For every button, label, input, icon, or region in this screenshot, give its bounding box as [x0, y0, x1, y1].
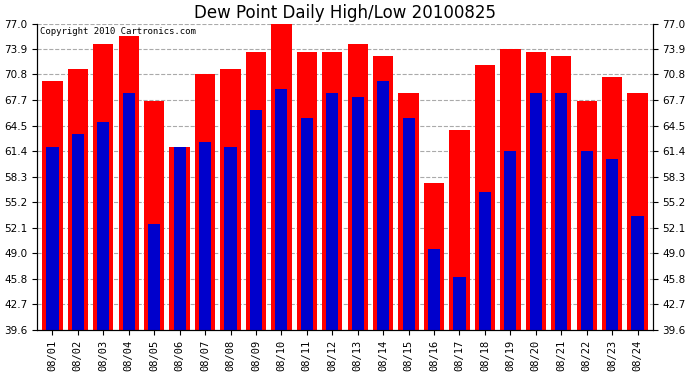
Bar: [402, 118, 415, 330]
Bar: [246, 53, 266, 330]
Bar: [68, 69, 88, 330]
Bar: [577, 102, 597, 330]
Bar: [42, 81, 63, 330]
Bar: [348, 44, 368, 330]
Bar: [627, 93, 648, 330]
Bar: [148, 224, 160, 330]
Bar: [119, 36, 139, 330]
Bar: [250, 110, 262, 330]
Bar: [144, 102, 164, 330]
Bar: [428, 249, 440, 330]
Bar: [398, 93, 419, 330]
Bar: [195, 75, 215, 330]
Bar: [173, 147, 186, 330]
Bar: [97, 122, 110, 330]
Bar: [72, 134, 84, 330]
Bar: [301, 118, 313, 330]
Bar: [326, 93, 338, 330]
Bar: [220, 69, 241, 330]
Bar: [373, 57, 393, 330]
Bar: [46, 147, 59, 330]
Bar: [580, 151, 593, 330]
Bar: [500, 49, 520, 330]
Bar: [526, 53, 546, 330]
Bar: [555, 93, 567, 330]
Bar: [449, 130, 470, 330]
Bar: [93, 44, 113, 330]
Bar: [377, 81, 389, 330]
Bar: [631, 216, 644, 330]
Bar: [199, 142, 211, 330]
Bar: [551, 57, 571, 330]
Bar: [606, 159, 618, 330]
Bar: [479, 192, 491, 330]
Bar: [530, 93, 542, 330]
Bar: [424, 183, 444, 330]
Bar: [297, 53, 317, 330]
Text: Copyright 2010 Cartronics.com: Copyright 2010 Cartronics.com: [40, 27, 196, 36]
Bar: [475, 64, 495, 330]
Bar: [271, 24, 292, 330]
Bar: [224, 147, 237, 330]
Bar: [504, 151, 517, 330]
Title: Dew Point Daily High/Low 20100825: Dew Point Daily High/Low 20100825: [194, 4, 496, 22]
Bar: [275, 89, 288, 330]
Bar: [322, 53, 342, 330]
Bar: [170, 147, 190, 330]
Bar: [123, 93, 135, 330]
Bar: [453, 278, 466, 330]
Bar: [352, 98, 364, 330]
Bar: [602, 77, 622, 330]
